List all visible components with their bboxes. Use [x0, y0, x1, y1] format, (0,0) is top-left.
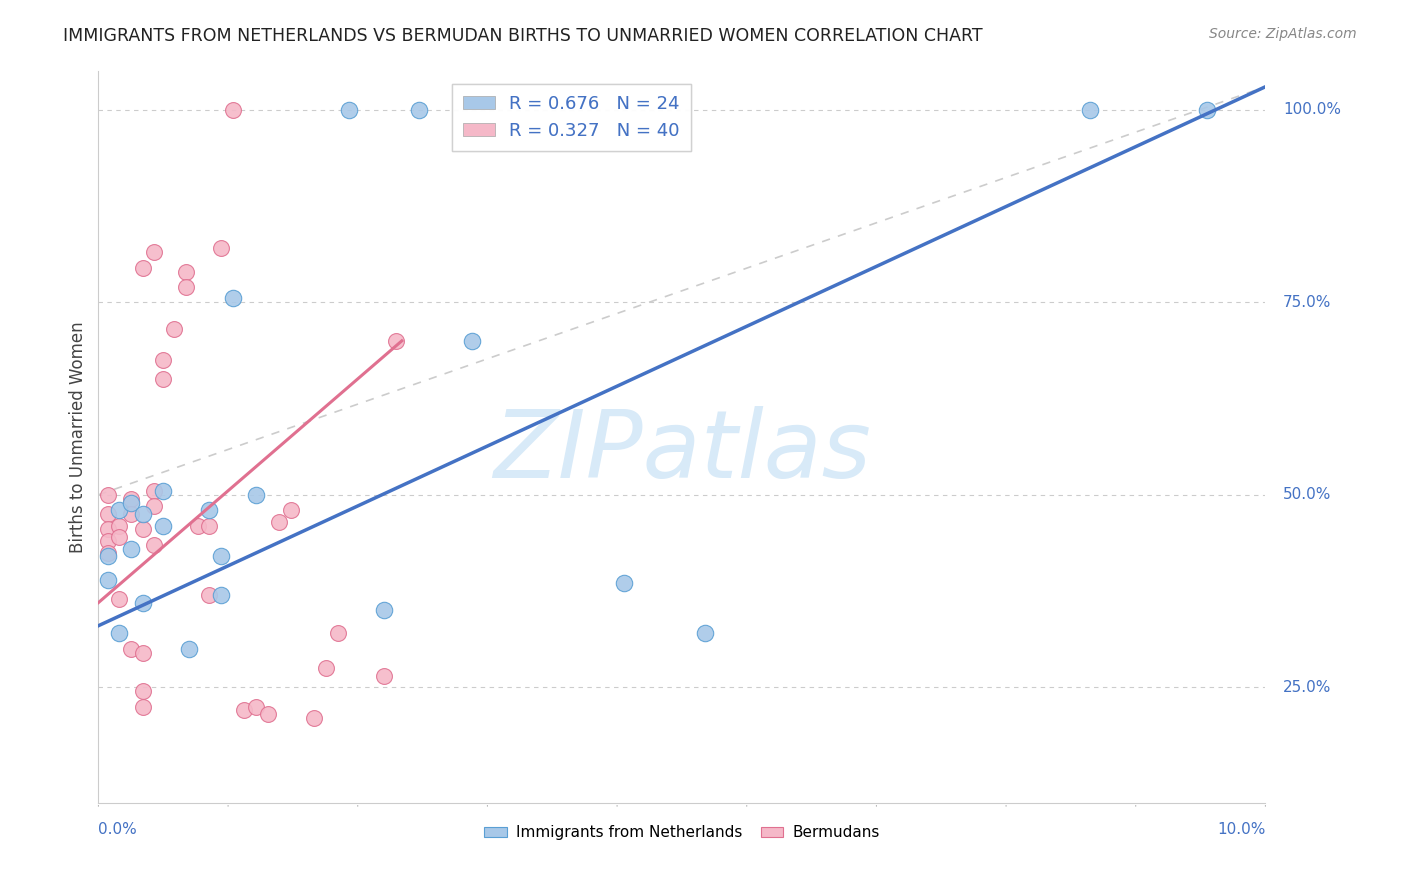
Point: [143, 500, 166, 514]
Point: [132, 260, 155, 275]
Point: [1080, 103, 1102, 117]
Text: Source: ZipAtlas.com: Source: ZipAtlas.com: [1209, 27, 1357, 41]
Point: [132, 507, 155, 521]
Point: [108, 518, 131, 533]
Point: [120, 491, 142, 506]
Point: [120, 495, 142, 509]
Point: [132, 523, 155, 537]
Point: [108, 626, 131, 640]
Point: [152, 518, 174, 533]
Point: [337, 103, 360, 117]
Point: [174, 280, 197, 294]
Text: 75.0%: 75.0%: [1282, 295, 1331, 310]
Point: [198, 588, 221, 602]
Point: [613, 576, 636, 591]
Point: [143, 245, 166, 260]
Point: [163, 322, 186, 336]
Point: [132, 646, 155, 660]
Point: [152, 483, 174, 498]
Point: [221, 292, 243, 306]
Point: [97, 573, 120, 587]
Legend: R = 0.676   N = 24, R = 0.327   N = 40: R = 0.676 N = 24, R = 0.327 N = 40: [451, 84, 690, 151]
Point: [373, 603, 395, 617]
Point: [97, 488, 120, 502]
Point: [97, 523, 120, 537]
Point: [326, 626, 349, 640]
Point: [385, 334, 408, 348]
Point: [132, 684, 155, 698]
Point: [373, 669, 395, 683]
Text: 0.0%: 0.0%: [98, 822, 138, 837]
Point: [1197, 103, 1219, 117]
Point: [256, 707, 278, 722]
Text: IMMIGRANTS FROM NETHERLANDS VS BERMUDAN BIRTHS TO UNMARRIED WOMEN CORRELATION CH: IMMIGRANTS FROM NETHERLANDS VS BERMUDAN …: [63, 27, 983, 45]
Point: [209, 549, 232, 564]
Point: [97, 545, 120, 559]
Point: [695, 626, 717, 640]
Text: 10.0%: 10.0%: [1218, 822, 1265, 837]
Point: [280, 503, 302, 517]
Point: [245, 488, 267, 502]
Point: [120, 641, 142, 656]
Text: 25.0%: 25.0%: [1282, 680, 1331, 695]
Point: [187, 518, 209, 533]
Point: [209, 242, 232, 256]
Point: [132, 596, 155, 610]
Point: [108, 530, 131, 544]
Point: [233, 703, 256, 717]
Point: [97, 549, 120, 564]
Point: [152, 372, 174, 386]
Point: [304, 711, 326, 725]
Point: [97, 507, 120, 521]
Point: [315, 661, 337, 675]
Point: [245, 699, 267, 714]
Point: [120, 541, 142, 556]
Point: [221, 103, 243, 117]
Point: [461, 334, 484, 348]
Point: [132, 699, 155, 714]
Point: [143, 538, 166, 552]
Point: [269, 515, 291, 529]
Point: [97, 534, 120, 549]
Point: [209, 588, 232, 602]
Text: 50.0%: 50.0%: [1282, 487, 1331, 502]
Point: [198, 503, 221, 517]
Point: [408, 103, 430, 117]
Point: [198, 518, 221, 533]
Y-axis label: Births to Unmarried Women: Births to Unmarried Women: [69, 321, 87, 553]
Point: [120, 507, 142, 521]
Text: 100.0%: 100.0%: [1282, 103, 1341, 118]
Point: [108, 591, 131, 606]
Point: [108, 503, 131, 517]
Point: [152, 353, 174, 368]
Point: [174, 264, 197, 278]
Point: [179, 641, 201, 656]
Text: ZIPatlas: ZIPatlas: [494, 406, 870, 497]
Point: [143, 483, 166, 498]
